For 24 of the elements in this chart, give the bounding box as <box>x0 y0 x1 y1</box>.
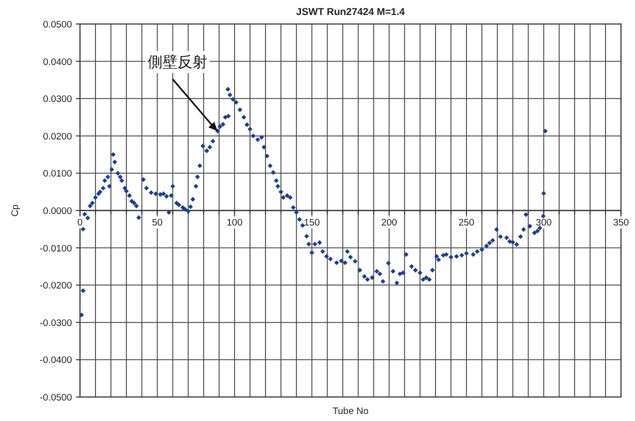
y-tick-label: -0.0400 <box>40 355 72 366</box>
x-tick-label: 0 <box>77 218 83 228</box>
y-tick-label: -0.0500 <box>40 392 72 404</box>
y-tick-label: 0.0500 <box>42 20 72 30</box>
x-tick-label: 200 <box>381 218 398 228</box>
x-tick-label: 50 <box>152 218 163 228</box>
x-tick-label: 300 <box>536 218 552 228</box>
x-tick-label: 250 <box>458 218 474 228</box>
y-tick-label: -0.0300 <box>40 318 72 329</box>
annotation: 側壁反射 <box>146 51 218 132</box>
y-tick-label: -0.0100 <box>40 243 72 254</box>
annotation: 側壁反射 <box>148 54 208 72</box>
y-tick-label: -0.0200 <box>40 280 72 292</box>
x-tick-label: 350 <box>613 218 629 228</box>
x-tick-label: 150 <box>304 218 320 228</box>
y-tick-label: 0.0400 <box>42 56 72 68</box>
y-tick-label: 0.0100 <box>42 168 72 180</box>
chart-title: JSWT Run27424 M=1.4 <box>296 7 406 18</box>
y-axis-title: Cp <box>10 204 21 217</box>
y-tick-label: 0.0200 <box>42 131 72 142</box>
y-tick-label: 0.0300 <box>42 94 72 106</box>
y-tick-label: 0.0000 <box>42 206 72 217</box>
x-axis-title: Tube No <box>332 406 369 417</box>
x-tick-label: 100 <box>226 218 242 228</box>
